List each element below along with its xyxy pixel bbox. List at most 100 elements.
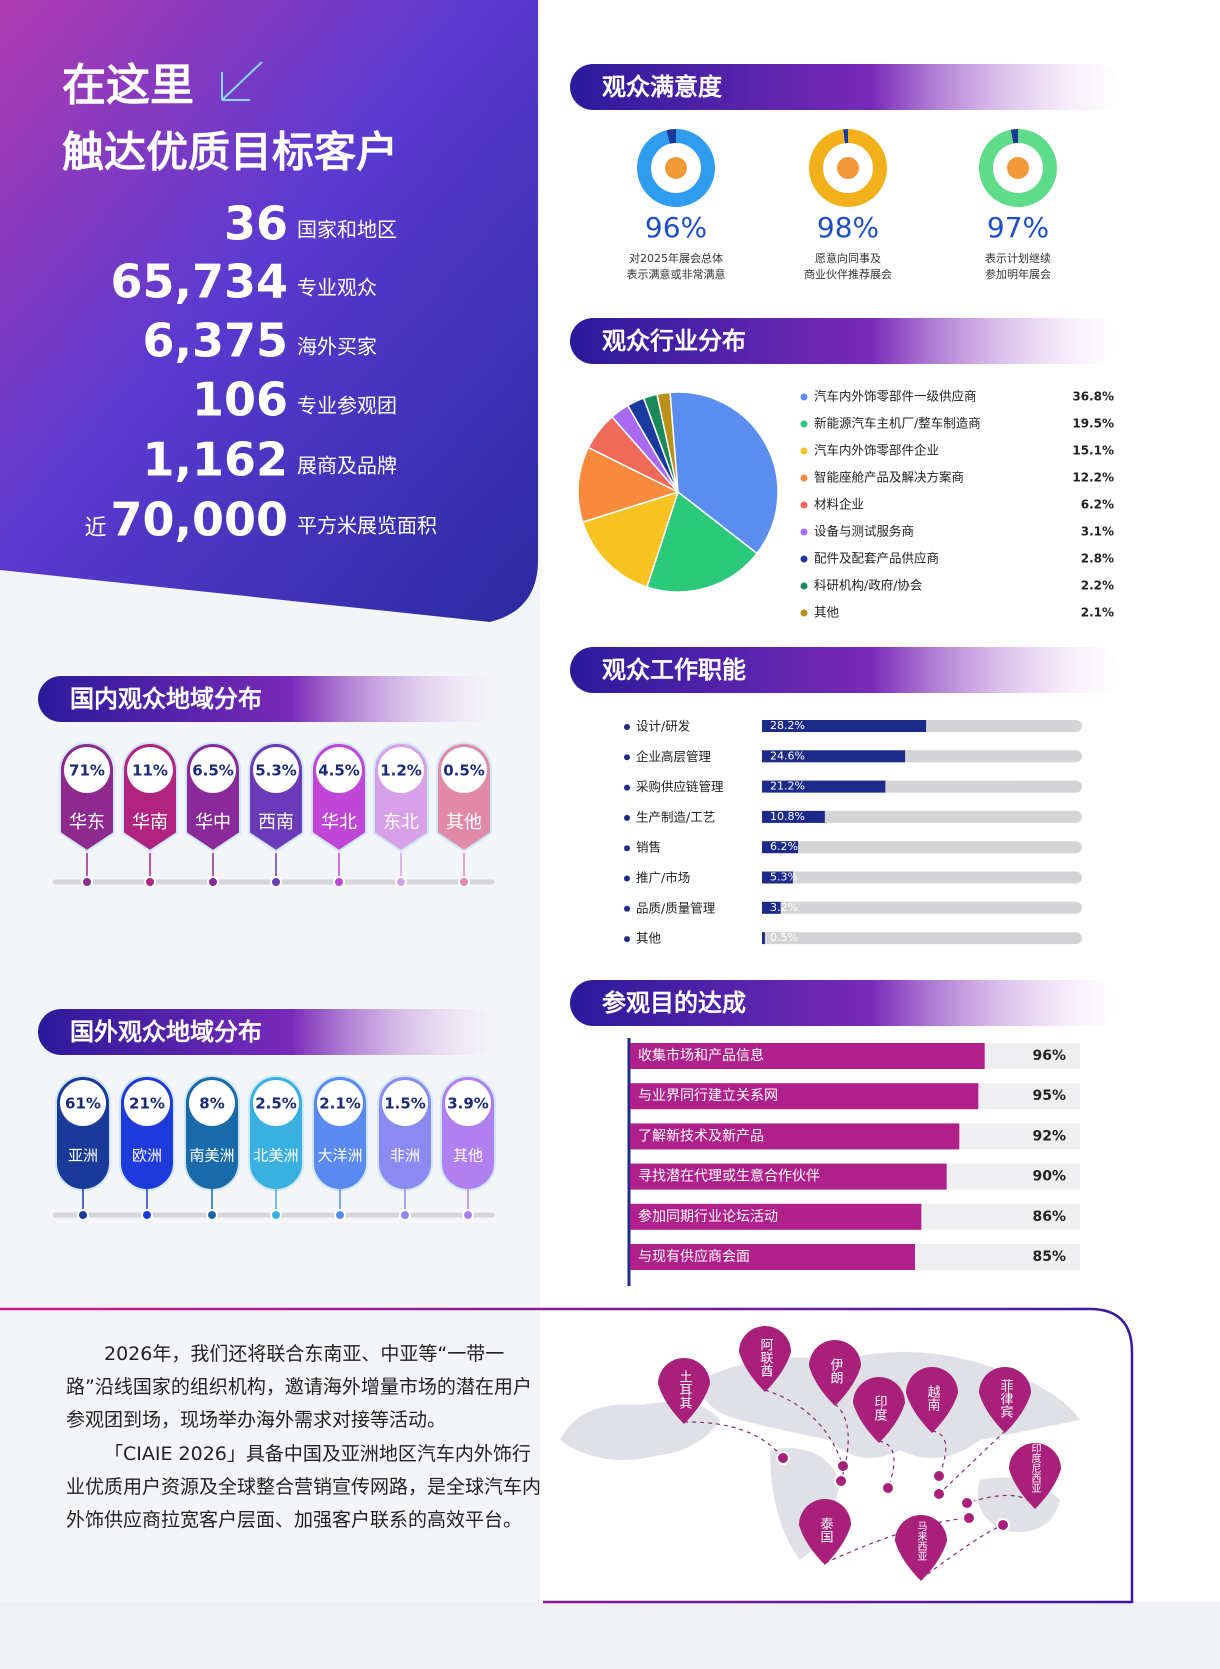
pin-value: 71% — [69, 762, 105, 780]
map-pin — [809, 1340, 861, 1406]
bullet — [624, 814, 630, 821]
bar-value: 10.8% — [770, 810, 805, 823]
route — [764, 1389, 844, 1467]
map-dot — [932, 1487, 946, 1501]
pin-dot — [458, 876, 470, 888]
bar-label: 了解新技术及新产品 — [638, 1128, 764, 1144]
legend-dot — [800, 393, 808, 401]
pie-slice — [577, 446, 680, 524]
legend-label: 汽车内外饰零部件一级供应商 — [814, 389, 977, 404]
pin-dot — [207, 876, 219, 888]
pin-dot — [399, 1209, 411, 1221]
map-pin-label: 菲律宾 — [998, 1379, 1014, 1418]
map-dot — [996, 1518, 1010, 1532]
bottom-frame — [0, 1307, 1134, 1604]
bar-label: 其他 — [636, 931, 662, 946]
pin-label: 东北 — [383, 812, 419, 833]
pin-circle — [64, 747, 110, 793]
pin-value: 21% — [129, 1095, 165, 1113]
section-title: 观众满意度 — [602, 73, 723, 101]
pin-label: 华北 — [321, 812, 357, 833]
bar-label: 寻找潜在代理或生意合作伙伴 — [638, 1168, 820, 1185]
pin-label: 华东 — [69, 812, 105, 833]
bar — [630, 1244, 915, 1270]
map-pin-label: 伊朗 — [828, 1358, 844, 1385]
map-pin-label: 土耳其 — [677, 1370, 693, 1409]
legend-dot — [800, 474, 808, 482]
pin-value: 8% — [199, 1095, 224, 1113]
stat-label: 专业观众 — [297, 276, 377, 300]
footer-bg — [0, 1602, 1220, 1669]
legend-label: 其他 — [814, 605, 840, 620]
bar — [630, 1123, 960, 1150]
legend-dot — [800, 528, 808, 536]
stat-label: 平方米展览面积 — [297, 514, 437, 538]
map-pin — [979, 1367, 1031, 1433]
gauge-rest — [666, 129, 677, 144]
gauge-desc: 对2025年展会总体 — [629, 251, 723, 265]
bar — [762, 780, 886, 793]
bar-track — [762, 901, 1082, 914]
bar-label: 设计/研发 — [636, 719, 691, 734]
bar — [762, 901, 781, 914]
stat-label: 海外买家 — [297, 335, 377, 359]
gauge-icon — [1007, 157, 1029, 179]
pin-label: 华中 — [195, 812, 231, 833]
bar-value: 85% — [1032, 1249, 1066, 1265]
map-dot — [960, 1496, 974, 1510]
bar-value: 95% — [1032, 1088, 1066, 1104]
legend-dot — [800, 501, 808, 509]
bar-value: 0.5% — [770, 931, 798, 944]
route — [878, 1440, 895, 1489]
legend-value: 2.8% — [1081, 552, 1114, 566]
bar-value: 6.2% — [770, 840, 798, 853]
bar-value: 5.3% — [770, 871, 798, 884]
pin-value: 3.9% — [447, 1095, 489, 1113]
bar-value: 28.2% — [770, 719, 805, 732]
map-pin — [853, 1377, 905, 1443]
pin-circle — [441, 747, 487, 793]
gauge-arc — [979, 129, 1057, 207]
legend-dot — [800, 582, 808, 590]
legend-value: 2.2% — [1081, 579, 1114, 593]
pin-dot — [333, 876, 345, 888]
legend-dot — [800, 420, 808, 428]
section-header-bg — [38, 676, 498, 722]
pin-value: 4.5% — [318, 762, 360, 780]
gauge-desc: 表示计划继续 — [985, 251, 1051, 265]
bar-label: 品质/质量管理 — [636, 900, 716, 915]
gauge-value: 97% — [987, 211, 1049, 244]
section-header-bg — [570, 64, 1120, 110]
map-pin — [895, 1515, 947, 1581]
bar-value: 86% — [1032, 1209, 1066, 1225]
stat-number: 65,734 — [110, 255, 288, 309]
legend-label: 智能座舱产品及解决方案商 — [814, 470, 964, 485]
bar-track — [762, 810, 1082, 823]
legend-dot — [800, 555, 808, 563]
legend-label: 汽车内外饰零部件企业 — [814, 443, 939, 458]
map-dot — [836, 1459, 850, 1473]
pin-dot — [144, 876, 156, 888]
pin-circle — [127, 747, 173, 793]
map-dot — [776, 1451, 790, 1465]
route — [931, 1430, 947, 1477]
pin-label: 欧洲 — [132, 1147, 162, 1165]
pin-value: 11% — [132, 762, 168, 780]
paragraph: 2026年，我们还将联合东南亚、中亚等“一带一路”沿线国家的组织机构，邀请海外增… — [66, 1343, 532, 1431]
map-dot — [834, 1474, 848, 1488]
section-title: 国内观众地域分布 — [70, 685, 262, 713]
pin-circle — [124, 1080, 170, 1126]
map-dot — [881, 1481, 895, 1495]
pin-value: 5.3% — [255, 762, 297, 780]
bar — [630, 1163, 947, 1190]
pie-slice — [645, 490, 758, 593]
stat-number: 1,162 — [142, 433, 288, 487]
bar-label: 采购供应链管理 — [636, 779, 724, 794]
pin-dot — [141, 1209, 153, 1221]
stat-number: 106 — [192, 373, 288, 427]
bar-value: 90% — [1032, 1169, 1066, 1185]
stat-prefix: 近 — [84, 516, 106, 541]
legend-label: 设备与测试服务商 — [814, 524, 914, 539]
bullet — [624, 845, 630, 852]
